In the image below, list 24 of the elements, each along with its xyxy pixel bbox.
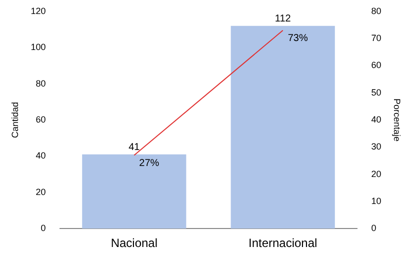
y-tick-label: 100 xyxy=(30,42,46,52)
y2-tick-label: 70 xyxy=(371,33,382,44)
y2-tick-label: 20 xyxy=(371,168,382,179)
y2-tick-label: 10 xyxy=(371,196,382,206)
y2-tick-label: 0 xyxy=(371,223,376,234)
data-label: 27% xyxy=(139,158,160,170)
y-tick-label: 20 xyxy=(36,186,46,197)
y2-tick-label: 60 xyxy=(371,60,382,70)
y-tick-label: 120 xyxy=(30,6,46,16)
x-tick-label: Nacional xyxy=(110,236,158,250)
y-tick-label: 80 xyxy=(36,78,46,88)
y-tick-label: 0 xyxy=(40,223,46,234)
y2-tick-label: 40 xyxy=(371,114,382,124)
y-tick-label: 40 xyxy=(36,150,46,161)
data-label: 41 xyxy=(128,142,140,154)
y2-tick-label: 30 xyxy=(371,142,382,152)
x-tick-label: Internacional xyxy=(248,236,318,250)
y2-tick-label: 50 xyxy=(371,87,382,98)
y2-tick-label: 80 xyxy=(371,6,382,16)
y-axis-title: Cantidad xyxy=(10,102,20,138)
y2-axis-title: Porcentaje xyxy=(392,98,402,142)
data-label: 73% xyxy=(288,33,308,44)
data-label: 112 xyxy=(274,14,292,25)
y-tick-label: 60 xyxy=(36,114,46,124)
